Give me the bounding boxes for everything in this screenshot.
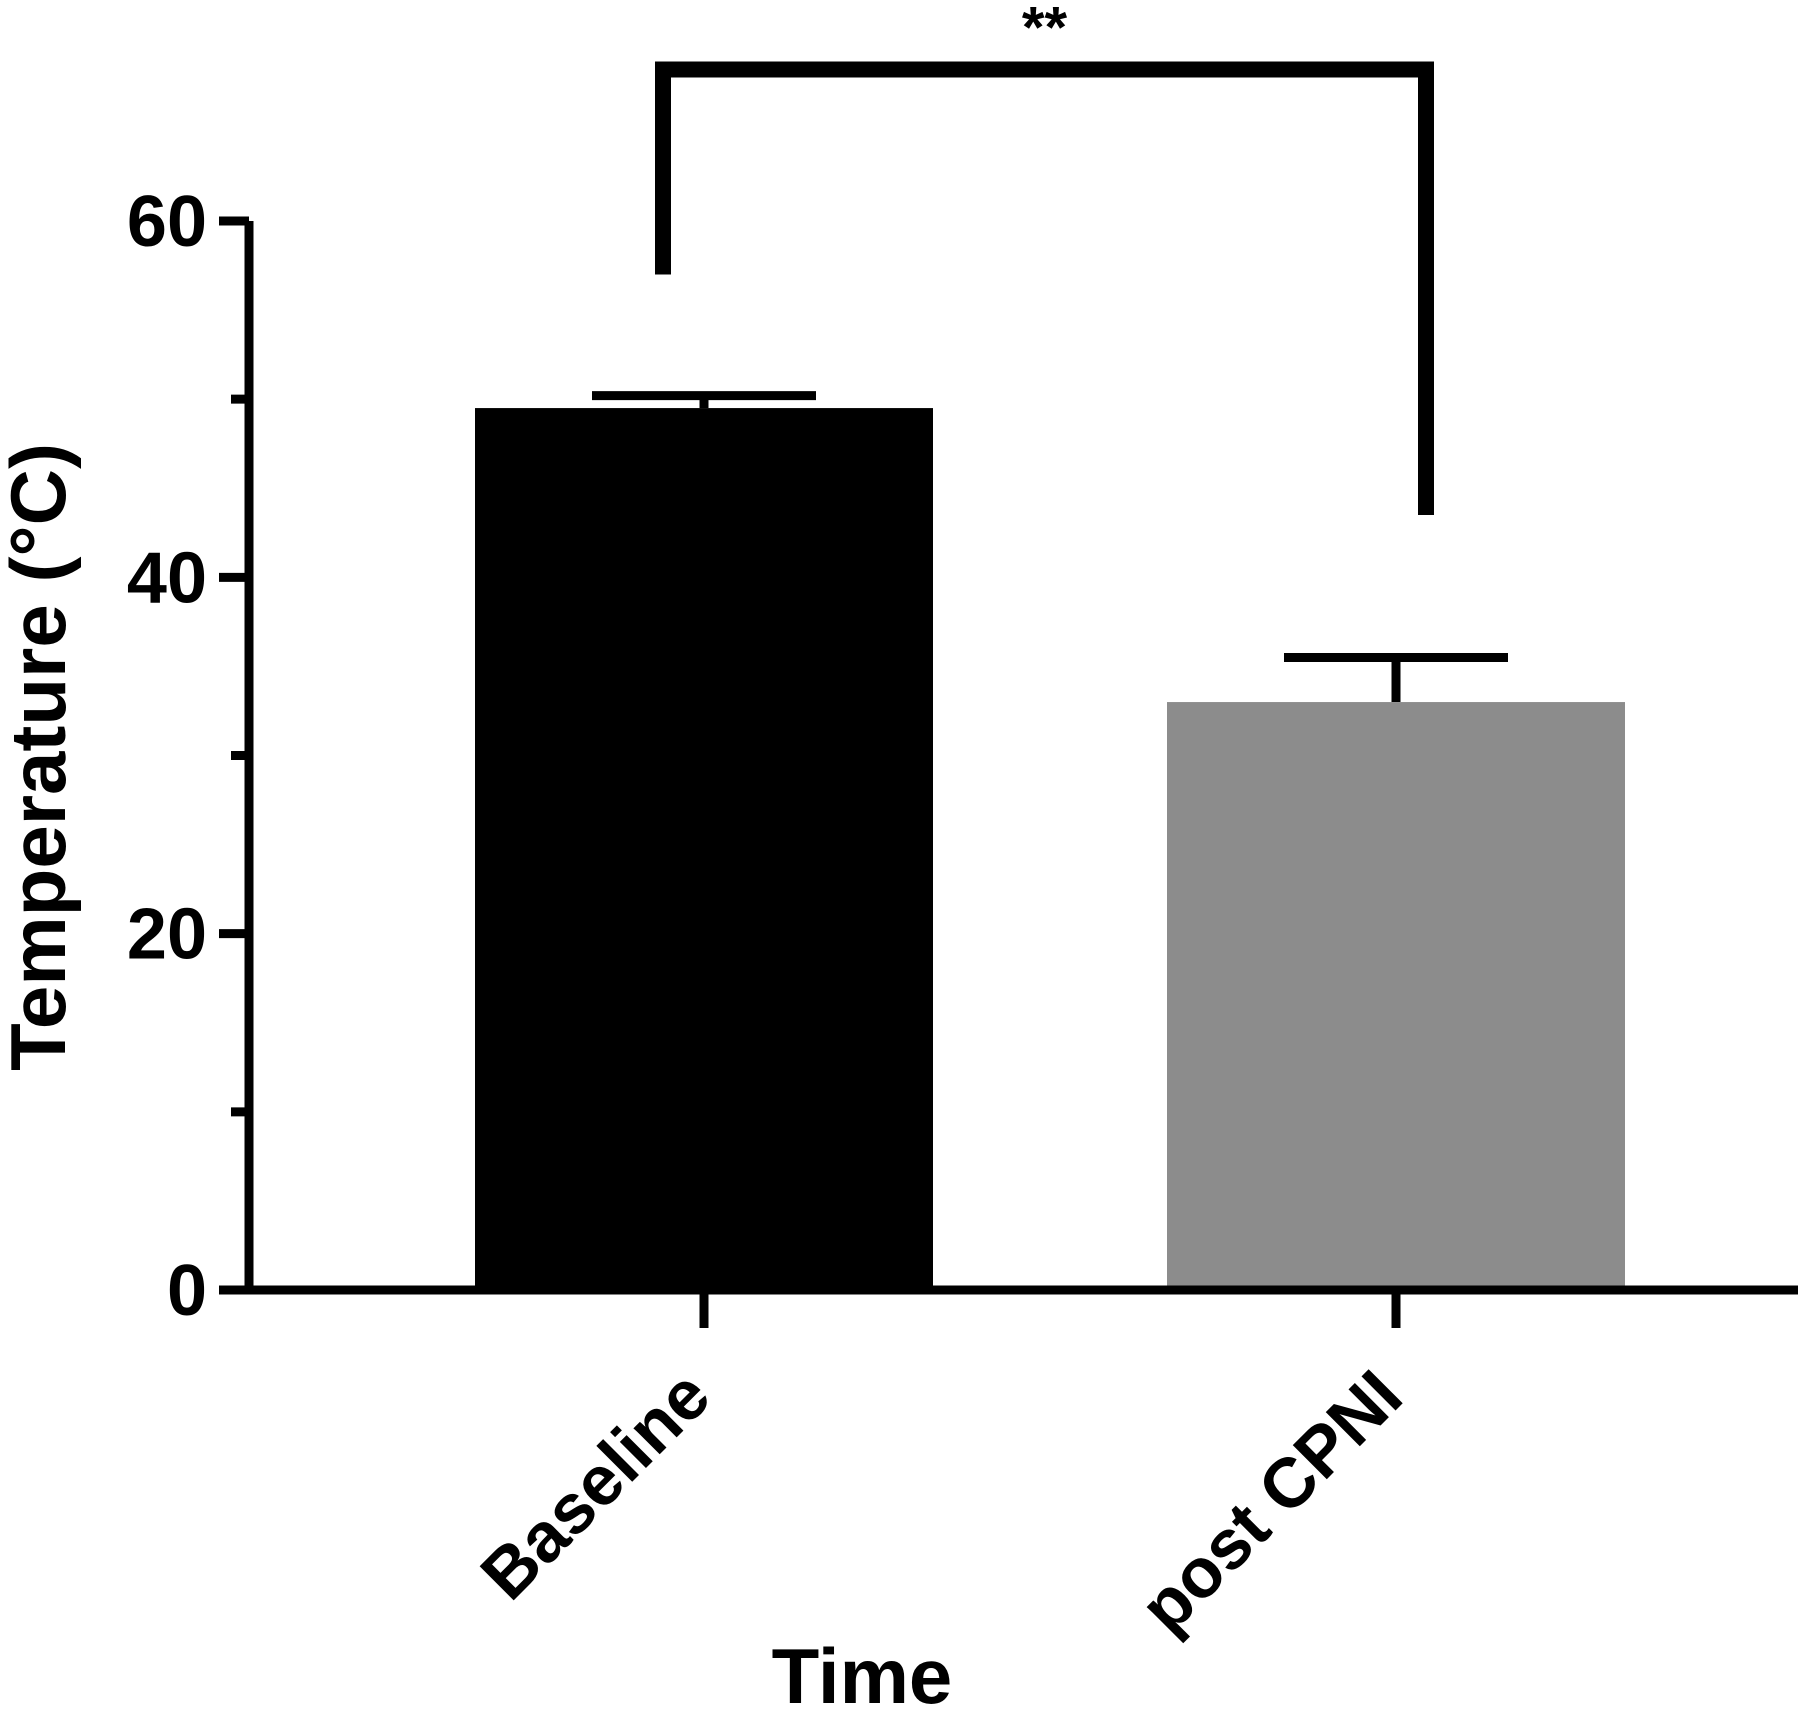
- y-tick-label-40: 40: [127, 538, 207, 618]
- significance-label: **: [1022, 0, 1068, 61]
- y-tick-label-0: 0: [167, 1251, 207, 1331]
- x-tick-label-baseline: Baseline: [466, 1355, 725, 1614]
- y-tick-label-60: 60: [127, 182, 207, 262]
- bar-baseline: [475, 408, 933, 1290]
- y-tick-label-20: 20: [127, 895, 207, 975]
- bars-group: [475, 408, 1625, 1290]
- y-axis-title: Temperature (°C): [0, 443, 82, 1071]
- y-ticks-group: 0 20 40 60: [127, 182, 249, 1331]
- x-ticks-group: Baseline post CPNI: [466, 1290, 1417, 1647]
- bar-post-cpni: [1167, 702, 1625, 1290]
- significance-bracket-group: **: [655, 0, 1434, 515]
- significance-bracket: [655, 61, 1434, 515]
- x-axis-title: Time: [772, 1632, 953, 1713]
- error-bars-group: [592, 391, 1508, 703]
- x-tick-label-post-cpni: post CPNI: [1125, 1355, 1417, 1647]
